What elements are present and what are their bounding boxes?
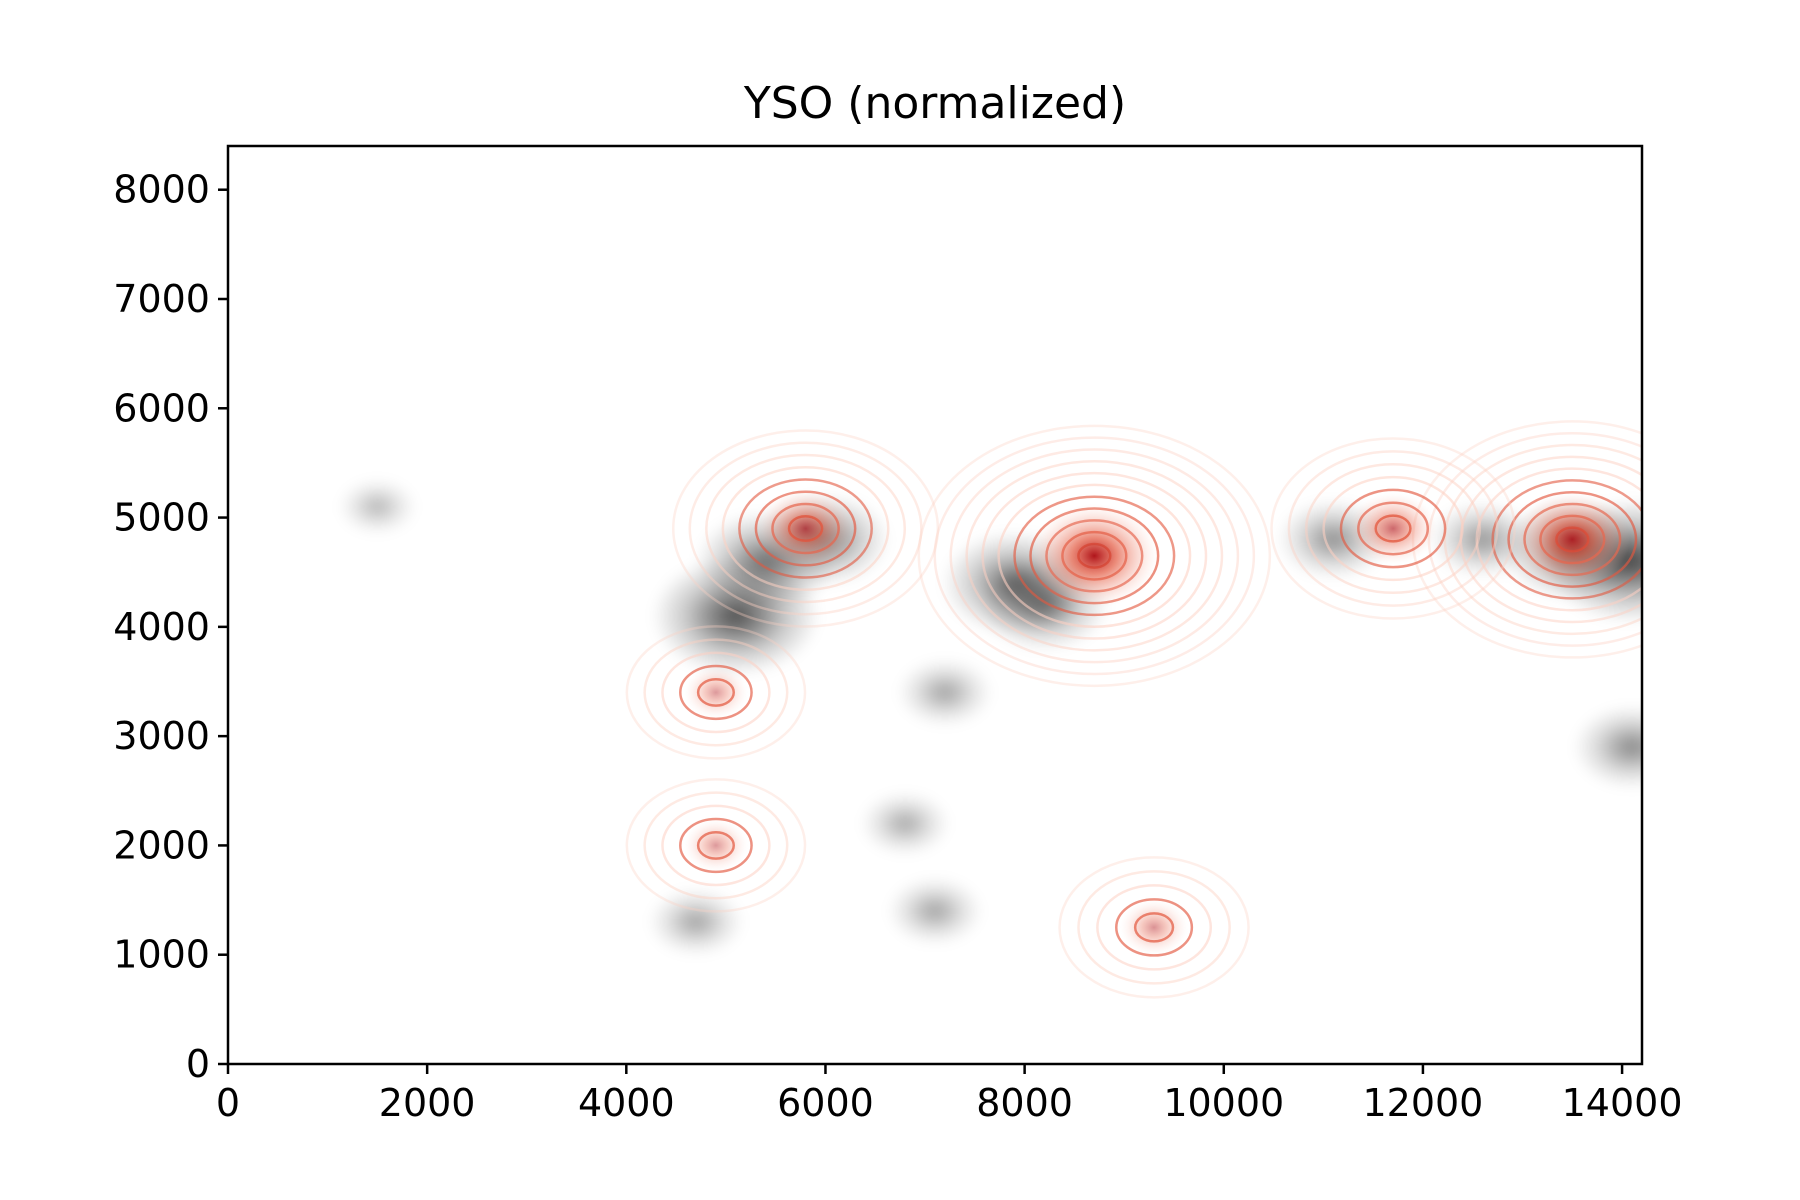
contour-line xyxy=(1270,437,1516,620)
contour-line xyxy=(1287,450,1499,607)
contour-line xyxy=(643,638,789,747)
x-axis: 0 2000 4000 6000 8000 10000 12000 14000 xyxy=(216,1064,1683,1125)
plot-frame xyxy=(226,144,1644,1066)
grayscale-feature xyxy=(887,877,983,945)
density-peak xyxy=(683,666,748,719)
y-tick-label: 4000 xyxy=(113,605,210,649)
contour-line xyxy=(1322,475,1464,582)
x-tick-label: 10000 xyxy=(1163,1081,1284,1125)
density-peak xyxy=(1030,503,1159,608)
contour-line xyxy=(1491,479,1642,600)
contour-line xyxy=(1507,490,1638,588)
density-peak xyxy=(757,489,854,568)
y-tick-label: 3000 xyxy=(113,714,210,758)
contour-line xyxy=(661,651,771,734)
contour-line xyxy=(671,429,940,628)
grayscale-feature xyxy=(648,887,744,956)
x-tick-label: 0 xyxy=(216,1081,240,1125)
x-tick-label: 8000 xyxy=(976,1081,1073,1125)
contour-line xyxy=(997,483,1192,628)
contour-line xyxy=(705,453,907,604)
contour-line xyxy=(625,778,807,913)
contour-line xyxy=(917,424,1272,688)
contour-line xyxy=(965,460,1224,652)
y-tick-label: 5000 xyxy=(113,496,210,540)
x-tick-label: 4000 xyxy=(578,1081,675,1125)
y-tick-label: 1000 xyxy=(113,933,210,977)
grayscale-feature xyxy=(338,478,417,535)
density-peak xyxy=(683,819,748,872)
chart-title: YSO (normalized) xyxy=(743,78,1126,129)
contour-line xyxy=(1475,467,1642,612)
contour-line xyxy=(1305,462,1482,595)
contour-line xyxy=(721,466,890,591)
contour-line xyxy=(738,478,873,579)
y-axis: 0 1000 2000 3000 4000 5000 6000 7000 8000 xyxy=(113,168,228,1086)
x-tick-label: 12000 xyxy=(1362,1081,1483,1125)
x-tick-label: 2000 xyxy=(379,1081,476,1125)
density-peak xyxy=(1349,492,1438,565)
x-tick-label: 14000 xyxy=(1562,1081,1683,1125)
x-tick-label: 6000 xyxy=(777,1081,874,1125)
y-tick-label: 6000 xyxy=(113,386,210,430)
contour-layer xyxy=(625,420,1642,999)
contour-line xyxy=(949,448,1240,664)
contour-line xyxy=(661,804,771,887)
plot-area xyxy=(338,420,1642,999)
density-peak xyxy=(1120,899,1189,956)
contour-line xyxy=(1339,488,1447,569)
contour-line xyxy=(981,471,1208,640)
contour-line xyxy=(688,441,923,616)
grayscale-feature xyxy=(897,658,993,727)
grayscale-feature xyxy=(860,791,950,856)
y-tick-label: 8000 xyxy=(113,168,210,212)
contour-line xyxy=(933,436,1256,676)
contour-line xyxy=(1058,856,1250,999)
density-peak xyxy=(1514,492,1631,587)
grayscale-feature xyxy=(1573,705,1642,790)
contour-line xyxy=(1096,884,1213,971)
contour-line xyxy=(1077,870,1231,985)
y-tick-label: 2000 xyxy=(113,823,210,867)
contour-line xyxy=(1443,443,1642,636)
contour-line xyxy=(625,625,807,760)
contour-line xyxy=(643,791,789,900)
y-tick-label: 7000 xyxy=(113,277,210,321)
y-tick-label: 0 xyxy=(186,1042,210,1086)
contour-line xyxy=(1013,495,1176,617)
